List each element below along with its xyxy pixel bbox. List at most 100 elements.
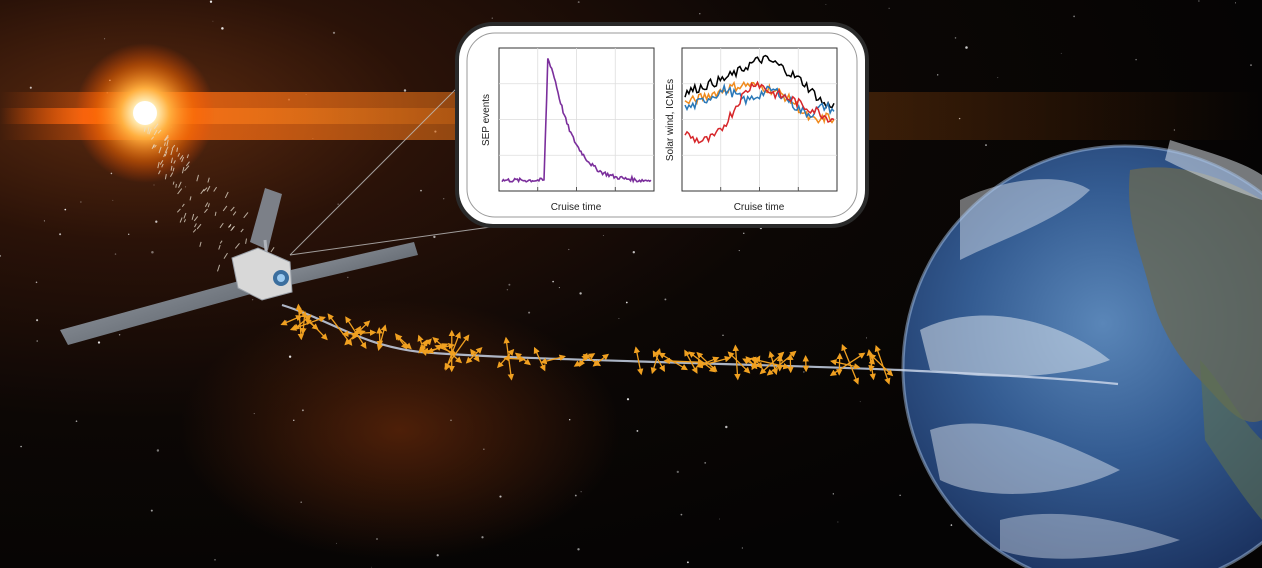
particle-streak [243,212,249,219]
field-vector-arrow [836,352,843,376]
star [185,186,187,188]
particle-streak [179,217,183,223]
particle-streak [207,203,210,208]
star [214,559,216,561]
sw-ylabel: Solar wind, ICMEs [665,79,676,161]
star [506,289,509,291]
star [80,201,82,203]
particle-streak [219,222,224,229]
particle-streak [240,228,244,233]
star [97,341,101,344]
star [997,77,999,79]
inset-panel: SEP events Cruise time Solar wind, ICMEs… [455,22,869,228]
field-vector-arrow [280,315,303,326]
sw-series-line [684,80,835,144]
spacecraft-icon [60,188,418,345]
star [1060,52,1062,54]
star [699,13,701,15]
particle-streak [191,213,195,220]
sw-series-line [684,54,835,109]
earth-icon [901,140,1262,568]
field-vector-arrow [652,350,665,373]
star [332,31,336,34]
field-vector-arrow [470,348,480,363]
star [253,413,255,415]
particle-streak [224,191,229,199]
particle-streak [189,196,192,201]
particle-streak [164,151,168,157]
particle-streak [161,163,164,168]
particle-streak [169,172,174,178]
star [155,220,158,223]
particle-streak [147,127,150,134]
star [832,493,834,495]
star [104,38,106,40]
star [704,461,707,464]
particle-streak [172,167,175,172]
field-vector-arrow [540,354,566,365]
star [212,20,214,22]
star [618,318,620,319]
star [866,337,867,339]
star [151,251,154,254]
particle-streak [158,146,162,154]
star [825,3,827,5]
star [725,425,728,429]
particle-streak [157,129,162,134]
star [686,561,689,564]
star [632,251,635,254]
particle-streak [230,206,235,212]
particle-streak [207,177,210,183]
star [965,46,968,49]
field-vector-arrow [727,351,751,374]
particle-streak [171,144,176,150]
particle-streak [219,240,223,244]
field-vector-arrow [418,338,432,354]
star [481,536,484,539]
sep-series-line [501,58,652,184]
field-vector-arrow [868,357,876,372]
particle-streak [143,127,146,132]
particle-streak [206,185,211,192]
particle-streak [223,252,228,259]
field-vector-arrow [573,353,596,367]
particle-streak [164,136,169,142]
particle-streak [163,142,166,146]
star [118,334,121,336]
sw-xlabel: Cruise time [734,202,785,213]
particle-streak [218,244,221,250]
star [436,554,439,557]
particle-streak [185,161,190,167]
particle-streak [175,183,177,188]
particle-streak [172,181,175,185]
star [300,501,303,504]
particle-streak [170,165,173,171]
star [36,319,39,322]
particle-streak [193,216,199,222]
field-vector-arrow [829,352,866,377]
field-vector-arrow [787,353,794,374]
particle-streak [186,154,189,159]
particle-streak [217,264,221,272]
star [337,203,339,205]
solar-wind-chart: Solar wind, ICMEs Cruise time [665,47,838,213]
star [937,74,939,76]
particle-streak [164,174,167,180]
star [288,355,292,358]
energetic-particles [143,123,275,283]
star [1073,15,1075,18]
star [36,340,38,342]
field-vector-arrow [444,331,461,371]
star [1198,0,1200,2]
field-vector-arrow [503,336,515,381]
star [112,199,114,201]
particle-streak [157,161,160,169]
star [574,494,577,497]
star [336,542,338,544]
star [209,0,213,3]
particle-streak [170,148,174,156]
particle-streak [184,165,190,172]
particle-streak [164,146,169,154]
particle-streak [183,219,186,223]
